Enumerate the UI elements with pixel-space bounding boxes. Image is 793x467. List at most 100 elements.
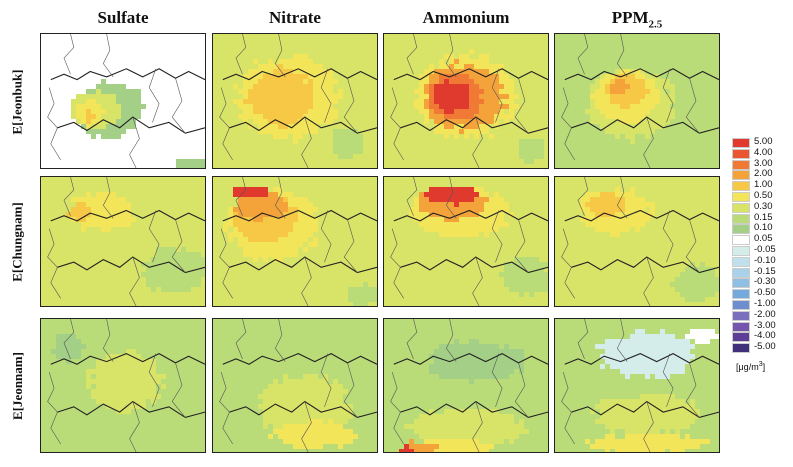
map-field [213,34,377,168]
colorbar-swatch [732,278,750,289]
colorbar-tick-label: 3.00 [754,157,773,169]
colorbar-tick-label: 4.00 [754,146,773,158]
colorbar-tick-label: -2.00 [754,308,776,320]
colorbar-tick-label: -3.00 [754,319,776,331]
concentration-region [590,394,700,434]
province-boundaries [561,319,719,452]
colorbar-tick-label: -0.30 [754,276,776,288]
colorbar-tick-label: -0.10 [754,254,776,266]
concentration-region [86,109,96,124]
concentration-region [685,329,719,344]
map-panel-jeonbuk-ppm [554,33,720,169]
concentration-region [51,334,86,364]
colorbar-swatch [732,235,750,246]
concentration-region [434,79,469,114]
colorbar-tick-label: -0.50 [754,287,776,299]
province-boundaries [219,177,377,306]
concentration-region [610,79,630,94]
colorbar-swatch [732,170,750,181]
map-field [555,34,719,168]
colorbar-tick-label: -0.05 [754,244,776,255]
province-boundaries [47,319,205,452]
concentration-region [670,262,719,302]
colorbar-swatch [732,159,750,170]
map-panel-chungnam-ppm [554,176,720,307]
colorbar-swatch [732,213,750,224]
colorbar-tick-label: 0.50 [754,190,773,201]
colorbar-swatch [732,332,750,343]
colorbar-tick-label: -5.00 [754,341,776,353]
colorbar-swatch [732,321,750,332]
colorbar-tick-label: -0.15 [754,265,776,277]
colorbar-tick-label: 0.30 [754,200,773,212]
concentration-region [399,444,414,452]
colorbar-tick-label: 0.10 [754,222,773,234]
colorbar-tick-label: 0.05 [754,233,773,245]
province-boundaries [219,34,377,168]
map-field [41,319,205,452]
row-label-jeonbuk: E[Jeonbuk] [10,69,25,135]
province-boundaries [47,177,205,306]
map-panel-jeonnam-sulfate [40,318,206,453]
colorbar-swatch [732,289,750,300]
concentration-region [424,187,479,207]
colorbar-tick-label: 1.00 [754,179,773,191]
map-panel-jeonbuk-nitrate [212,33,378,169]
colorbar-tick-label: 2.00 [754,168,773,180]
province-boundaries [561,177,719,306]
concentration-region [519,139,544,164]
colorbar-swatch [732,300,750,310]
colorbar-swatch [732,202,750,213]
colorbar-tick-label: 5.00 [754,136,773,147]
map-field [41,177,205,306]
concentration-region [348,282,377,306]
colorbar-swatch [732,310,750,321]
colorbar-swatch [732,148,750,159]
map-panel-jeonnam-ppm [554,318,720,453]
row-label-jeonnam: E[Jeonnam] [10,351,26,420]
map-panel-jeonnam-nitrate [212,318,378,453]
map-field [555,319,719,452]
province-boundaries [561,34,719,168]
map-panel-chungnam-nitrate [212,176,378,307]
column-title-nitrate: Nitrate [269,8,321,27]
province-boundaries [390,319,548,452]
colorbar-unit: [μg/m3] [736,361,766,372]
colorbar-tick-label: 0.15 [754,211,773,223]
map-panel-jeonbuk-sulfate [40,33,206,169]
province-boundaries [390,177,548,306]
map-field [555,177,719,306]
column-title-ammonium: Ammonium [422,8,510,27]
column-title-sulfate: Sulfate [97,8,149,27]
colorbar-swatch [732,181,750,192]
colorbar-swatch [732,138,750,148]
colorbar-tick-label: -4.00 [754,330,776,342]
colorbar-swatch [732,224,750,235]
colorbar-swatch [732,246,750,256]
concentration-region [176,159,205,168]
row-label-chungnam: E[Chungnam] [10,202,25,282]
colorbar-tick-label: -1.00 [754,298,776,309]
map-panel-jeonbuk-ammonium [383,33,549,169]
province-boundaries [219,319,377,452]
province-boundaries [390,34,548,168]
colorbar-swatch [732,192,750,202]
map-field [213,319,377,452]
column-title-ppm: PPM2.5 [611,8,663,31]
concentration-region [243,64,313,129]
map-field [384,319,548,452]
map-panel-chungnam-ammonium [383,176,549,307]
map-field [41,34,205,168]
map-field [384,34,548,168]
map-field [213,177,377,306]
concentration-region [404,409,529,449]
map-panel-chungnam-sulfate [40,176,206,307]
province-boundaries [47,34,205,168]
map-field [384,177,548,306]
colorbar-swatch [732,343,750,354]
colorbar-swatch [732,267,750,278]
concentration-region [595,329,695,379]
concentration-region [233,187,268,197]
map-panel-jeonnam-ammonium [383,318,549,453]
colorbar-swatch [732,256,750,267]
